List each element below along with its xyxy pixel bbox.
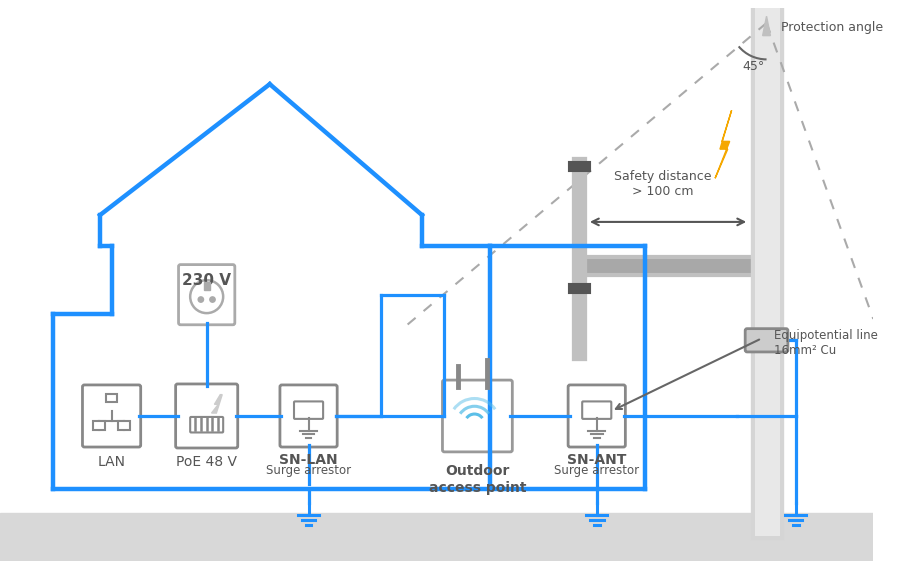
Bar: [93, 421, 104, 430]
Text: Safety distance
> 100 cm: Safety distance > 100 cm: [615, 170, 712, 197]
Polygon shape: [716, 110, 732, 178]
Polygon shape: [762, 16, 770, 36]
Text: 230 V: 230 V: [182, 273, 231, 288]
Polygon shape: [212, 395, 222, 413]
Circle shape: [209, 296, 216, 303]
Text: 45°: 45°: [742, 60, 764, 73]
Text: LAN: LAN: [97, 455, 126, 469]
FancyBboxPatch shape: [178, 265, 235, 325]
Bar: [0, 513, 873, 560]
FancyBboxPatch shape: [443, 380, 512, 452]
FancyBboxPatch shape: [582, 401, 611, 419]
FancyBboxPatch shape: [176, 384, 238, 448]
Circle shape: [197, 296, 204, 303]
Text: Equipotential line
16mm² Cu: Equipotential line 16mm² Cu: [774, 329, 878, 357]
Text: SN-LAN: SN-LAN: [279, 453, 338, 467]
Text: SN-ANT: SN-ANT: [567, 453, 626, 467]
Circle shape: [190, 280, 223, 313]
FancyBboxPatch shape: [745, 329, 788, 352]
Bar: [106, 394, 117, 402]
FancyBboxPatch shape: [568, 385, 625, 447]
FancyBboxPatch shape: [280, 385, 338, 447]
Bar: [119, 421, 130, 430]
Text: Protection angle: Protection angle: [781, 21, 883, 34]
Bar: [203, 282, 210, 290]
Text: PoE 48 V: PoE 48 V: [176, 455, 238, 469]
Text: Surge arrestor: Surge arrestor: [554, 464, 639, 477]
FancyBboxPatch shape: [294, 401, 323, 419]
Text: Surge arrestor: Surge arrestor: [266, 464, 351, 477]
FancyBboxPatch shape: [83, 385, 140, 447]
Text: Outdoor
access point: Outdoor access point: [428, 464, 526, 494]
FancyBboxPatch shape: [190, 417, 223, 432]
